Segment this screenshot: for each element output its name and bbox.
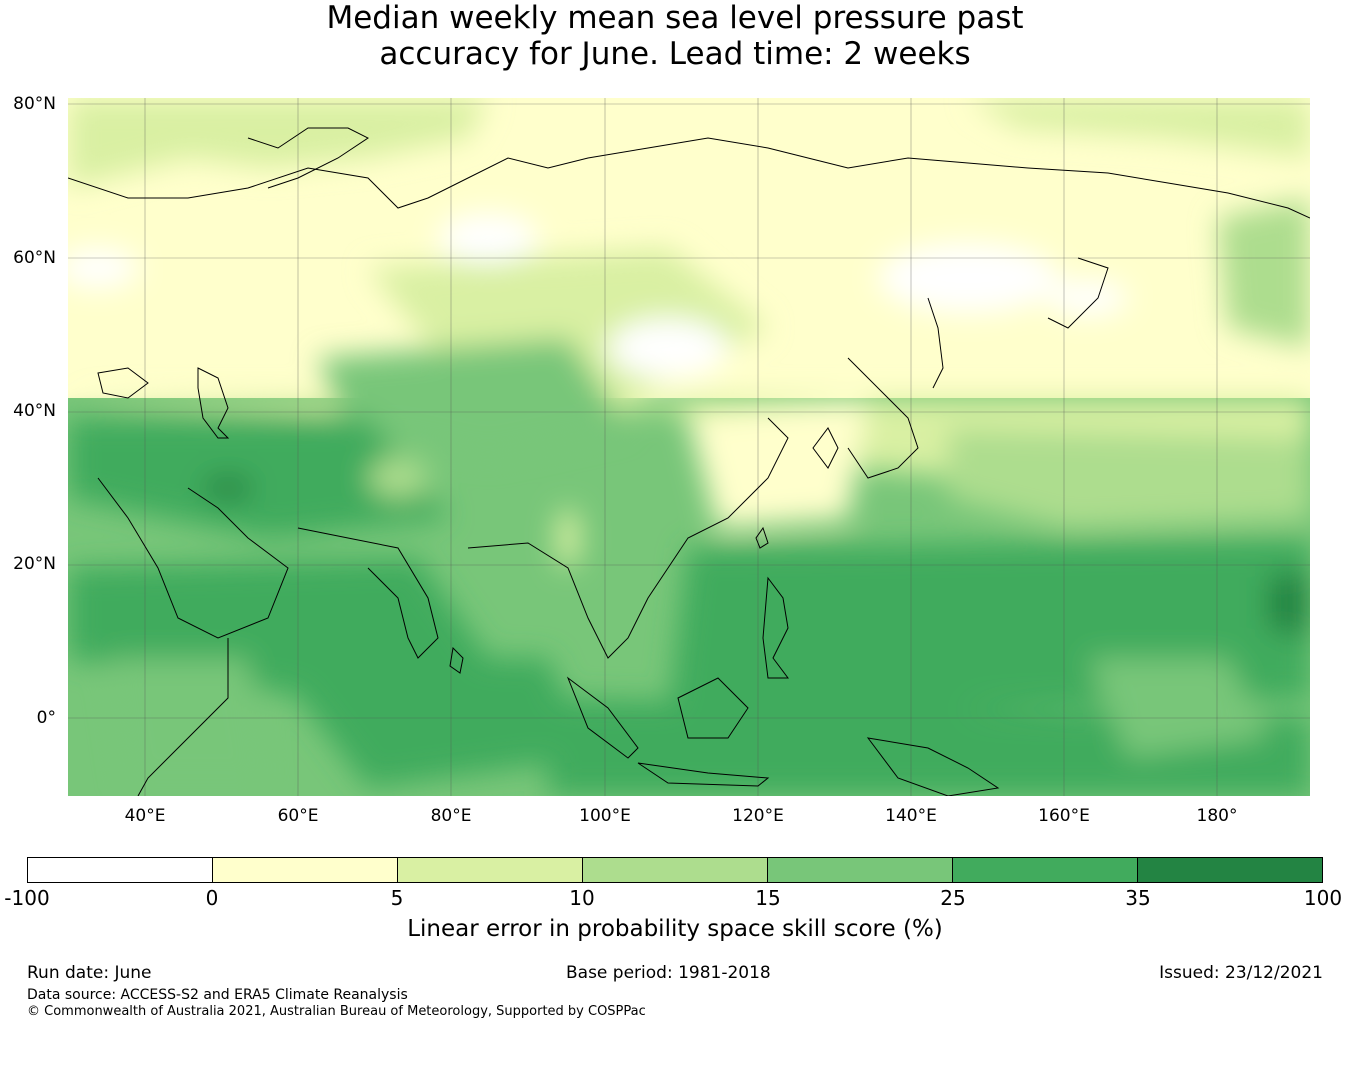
- colorbar-segment: [953, 858, 1138, 882]
- colorbar-title: Linear error in probability space skill …: [407, 916, 943, 942]
- colorbar-tick-label: 10: [569, 886, 595, 910]
- title-line-1: Median weekly mean sea level pressure pa…: [326, 0, 1024, 36]
- data-source: Data source: ACCESS-S2 and ERA5 Climate …: [27, 987, 408, 1003]
- lon-label-40e: 40°E: [124, 806, 166, 826]
- title-line-2: accuracy for June. Lead time: 2 weeks: [379, 36, 971, 72]
- graticule: [68, 98, 1310, 796]
- colorbar-tick-label: 25: [940, 886, 966, 910]
- colorbar-segment: [213, 858, 398, 882]
- colorbar-tick-label: 15: [755, 886, 781, 910]
- colorbar-tick-label: 35: [1125, 886, 1151, 910]
- colorbar-tick-label: -100: [4, 886, 50, 910]
- lat-label-0: 0°: [36, 708, 56, 728]
- lat-label-40n: 40°N: [13, 401, 56, 421]
- colorbar-segment: [1138, 858, 1322, 882]
- lon-label-60e: 60°E: [277, 806, 319, 826]
- base-period: Base period: 1981-2018: [566, 963, 771, 983]
- colorbar-segment: [583, 858, 768, 882]
- run-date: Run date: June: [27, 963, 152, 983]
- lon-label-140e: 140°E: [885, 806, 937, 826]
- lon-label-80e: 80°E: [430, 806, 472, 826]
- skill-score-map: [68, 98, 1310, 796]
- coastlines: [68, 127, 1310, 796]
- colorbar-tick-label: 0: [205, 886, 219, 910]
- lon-label-160e: 160°E: [1038, 806, 1090, 826]
- colorbar-tick-label: 100: [1303, 886, 1343, 910]
- lon-label-180: 180°: [1196, 806, 1238, 826]
- lon-label-100e: 100°E: [579, 806, 631, 826]
- colorbar-segment: [398, 858, 583, 882]
- lat-label-60n: 60°N: [13, 248, 56, 268]
- colorbar: [27, 857, 1323, 883]
- colorbar-segment: [28, 858, 213, 882]
- colorbar-tick-label: 5: [390, 886, 404, 910]
- colorbar-segment: [768, 858, 953, 882]
- map-title: Median weekly mean sea level pressure pa…: [0, 0, 1350, 72]
- issued-date: Issued: 23/12/2021: [1159, 963, 1323, 983]
- lat-label-20n: 20°N: [13, 554, 56, 574]
- lon-label-120e: 120°E: [732, 806, 784, 826]
- score-field: [68, 98, 1310, 796]
- copyright: © Commonwealth of Australia 2021, Austra…: [27, 1004, 646, 1019]
- lat-label-80n: 80°N: [13, 94, 56, 114]
